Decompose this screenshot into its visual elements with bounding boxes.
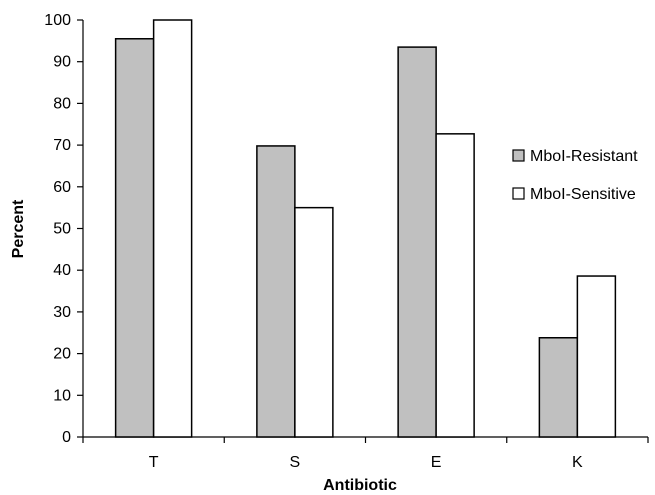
bar-sensitive-E bbox=[435, 133, 475, 438]
y-tick-label: 0 bbox=[62, 429, 71, 446]
y-tick-label: 70 bbox=[53, 137, 71, 154]
x-tick-label: E bbox=[431, 454, 442, 471]
y-tick-label: 30 bbox=[53, 304, 71, 321]
x-axis-title: Antibiotic bbox=[323, 477, 397, 494]
y-tick-label: 90 bbox=[53, 54, 71, 71]
y-axis-title: Percent bbox=[10, 199, 27, 258]
bar-resistant-E bbox=[397, 46, 437, 438]
legend-swatch bbox=[512, 187, 525, 200]
x-tick-label: K bbox=[572, 454, 583, 471]
y-tick-label: 80 bbox=[53, 95, 71, 112]
legend-label: MboI-Resistant bbox=[530, 148, 638, 165]
bars bbox=[114, 19, 617, 438]
y-tick-label: 60 bbox=[53, 179, 71, 196]
legend: MboI-Resistant MboI-Sensitive bbox=[512, 148, 638, 203]
legend-swatch bbox=[512, 149, 525, 162]
y-tick-label: 10 bbox=[53, 387, 71, 404]
y-tick-label: 40 bbox=[53, 262, 71, 279]
bar-resistant-K bbox=[538, 337, 579, 438]
y-axis: 0 10 20 30 40 50 60 70 80 90 100 bbox=[44, 12, 84, 446]
x-tick-label: S bbox=[290, 454, 301, 471]
y-tick-label: 20 bbox=[53, 346, 71, 363]
bar-sensitive-T bbox=[152, 19, 193, 438]
y-tick-label: 50 bbox=[53, 221, 71, 238]
bar-resistant-S bbox=[256, 145, 296, 438]
y-tick-label: 100 bbox=[44, 12, 71, 29]
x-tick-label: T bbox=[149, 454, 159, 471]
bar-sensitive-K bbox=[576, 275, 617, 438]
bar-resistant-T bbox=[114, 38, 155, 438]
legend-label: MboI-Sensitive bbox=[530, 186, 636, 203]
bar-sensitive-S bbox=[294, 206, 334, 438]
